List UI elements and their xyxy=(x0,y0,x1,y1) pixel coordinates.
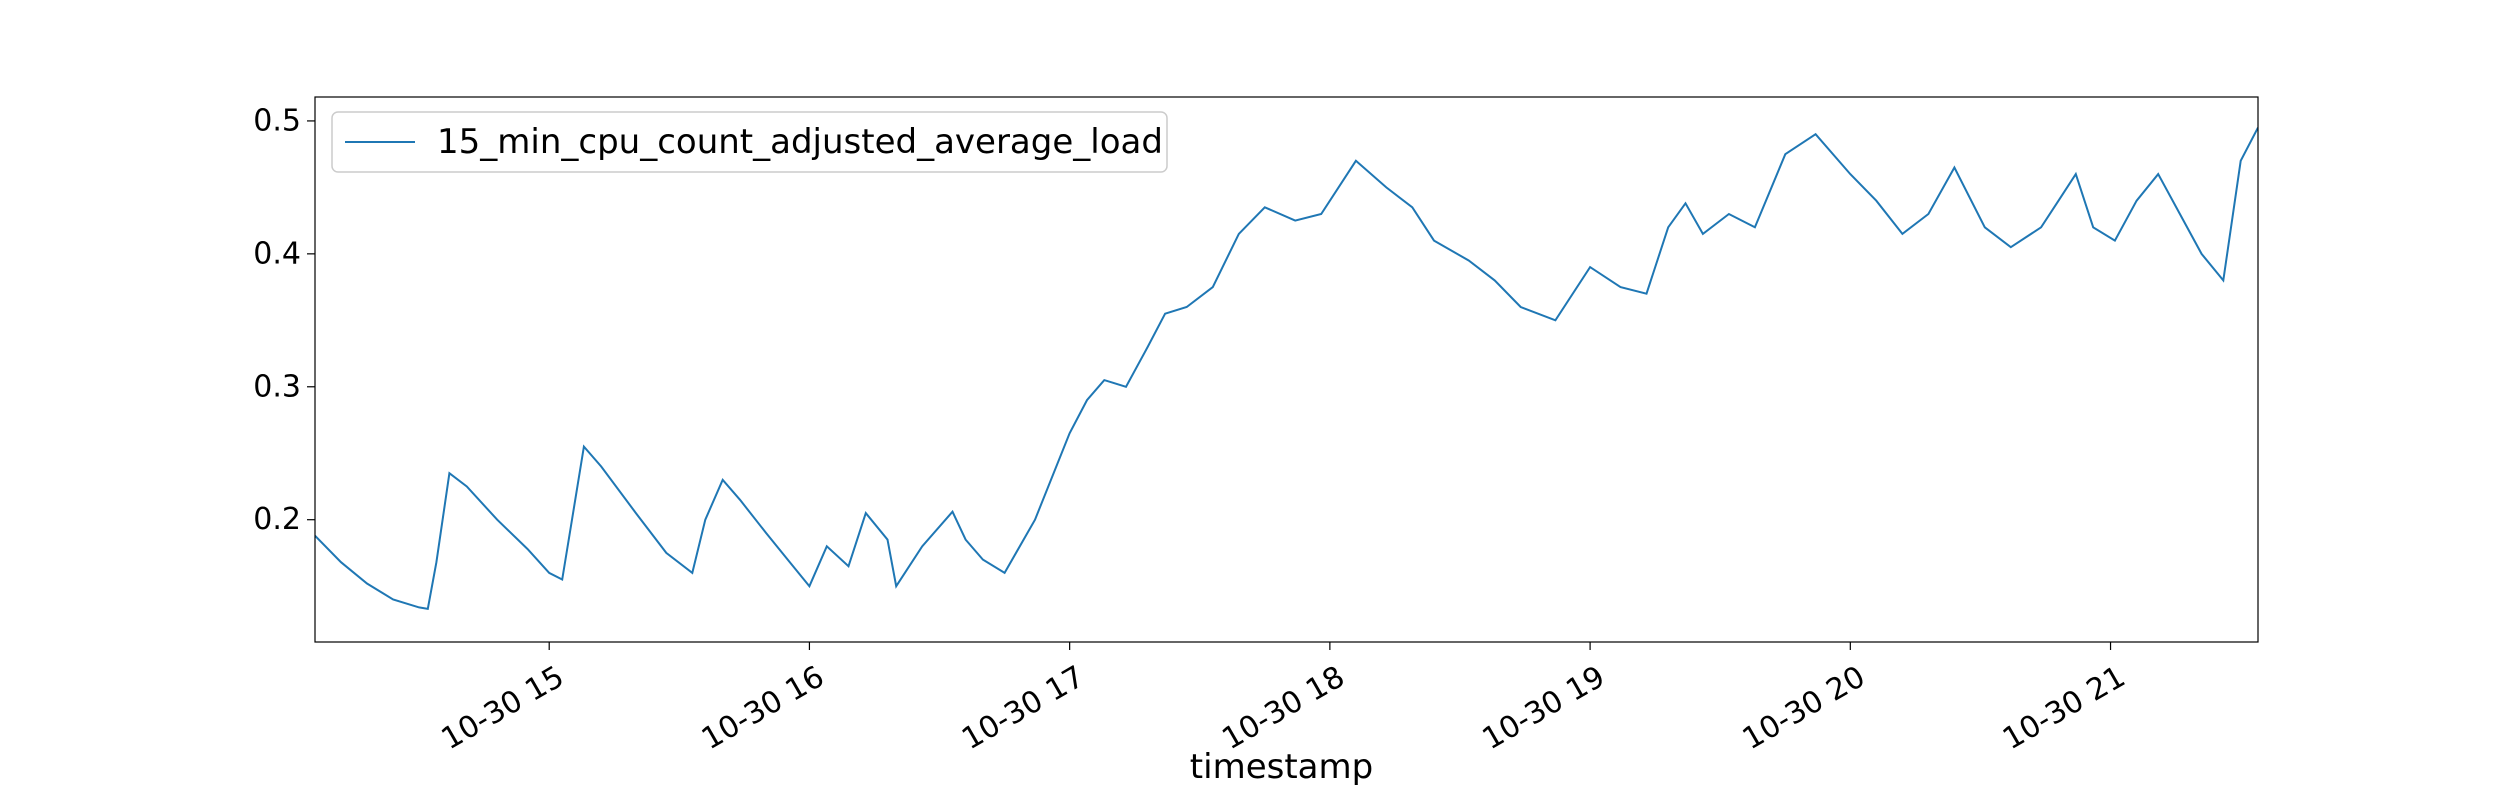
x-axis: 10-30 15 10-30 16 10-30 17 10-30 18 10-30 19… xyxy=(436,642,2131,757)
y-tick-label: 0.3 xyxy=(253,369,301,404)
x-tick-label: 10-30 21 xyxy=(1997,659,2131,757)
legend-label: 15_min_cpu_count_adjusted_average_load xyxy=(437,122,1163,162)
y-tick-label: 0.5 xyxy=(253,103,301,138)
legend: 15_min_cpu_count_adjusted_average_load xyxy=(331,111,1168,173)
plot-frame xyxy=(314,96,2259,643)
x-tick-label: 10-30 15 xyxy=(436,659,570,757)
x-tick-label: 10-30 16 xyxy=(696,659,830,757)
y-tick-label: 0.4 xyxy=(253,236,301,271)
x-tick-label: 10-30 20 xyxy=(1737,659,1871,757)
x-tick-label: 10-30 18 xyxy=(1216,659,1350,757)
y-axis: 0.2 0.3 0.4 0.5 xyxy=(253,103,315,537)
series-line-15-min-cpu-load xyxy=(315,127,2258,610)
x-axis-title: timestamp xyxy=(1190,747,1373,787)
plot-area xyxy=(314,96,2259,643)
legend-box xyxy=(331,111,1168,173)
y-tick-label: 0.2 xyxy=(253,502,301,537)
x-tick-label: 10-30 17 xyxy=(956,659,1090,757)
x-tick-label: 10-30 19 xyxy=(1477,659,1611,757)
